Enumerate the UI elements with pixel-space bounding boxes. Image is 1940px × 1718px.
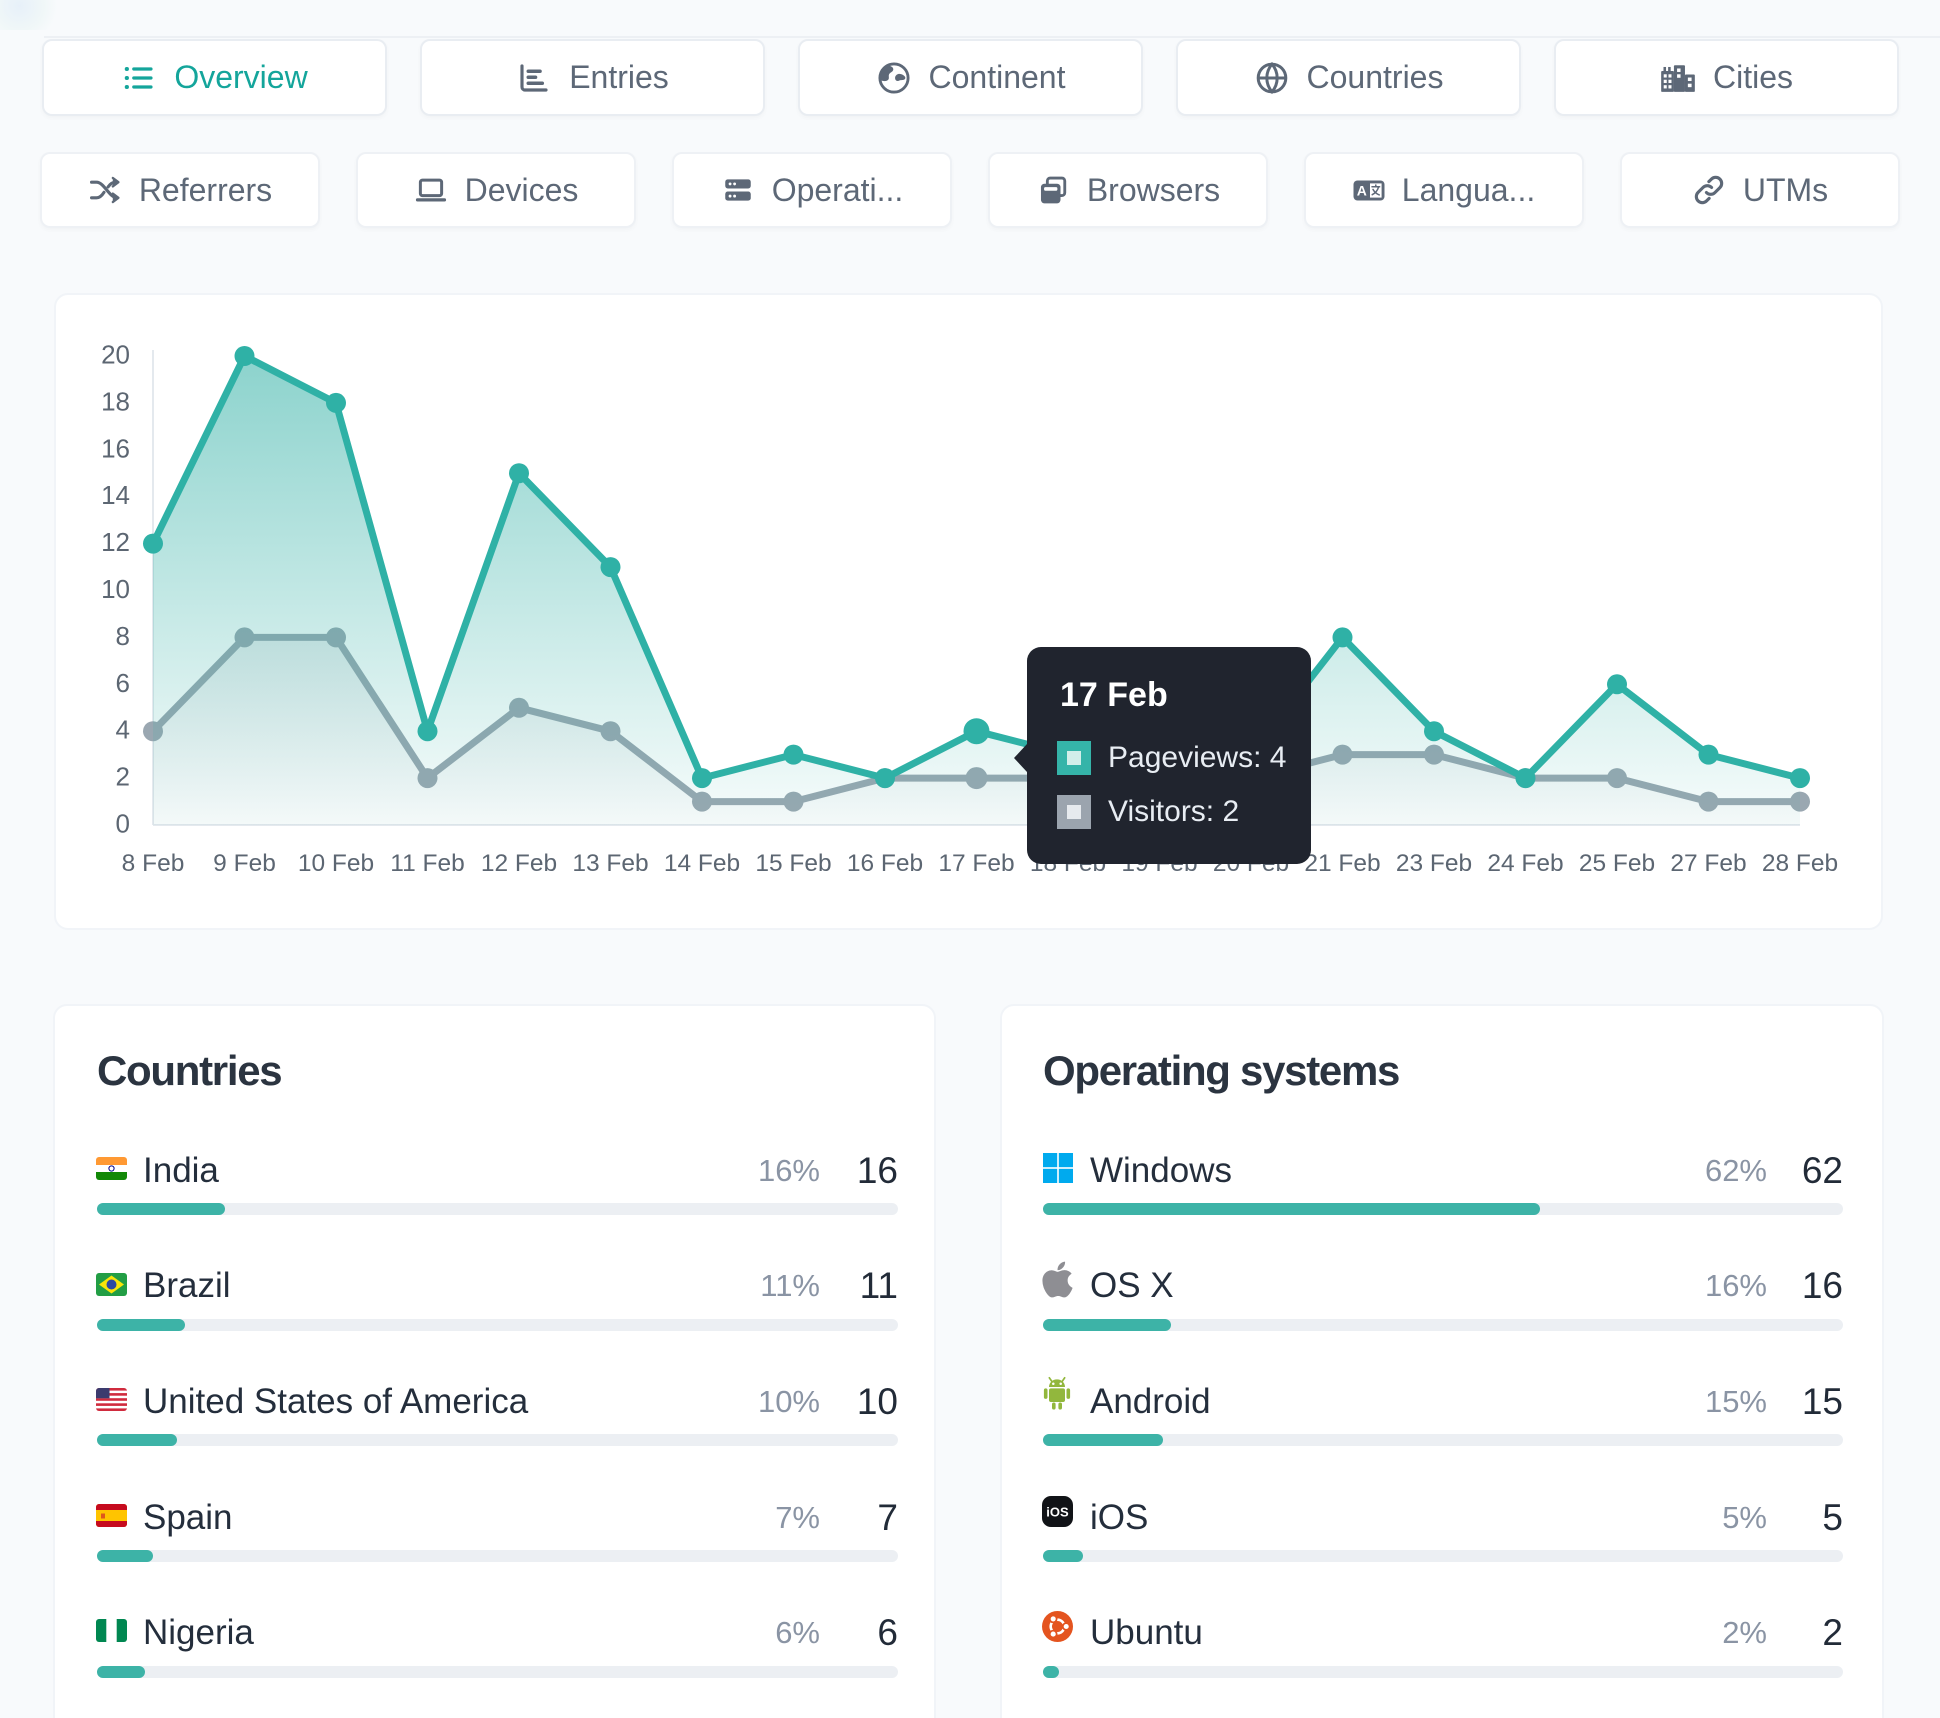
svg-text:13 Feb: 13 Feb bbox=[572, 850, 648, 877]
svg-text:10: 10 bbox=[101, 574, 130, 604]
svg-text:16: 16 bbox=[101, 433, 130, 463]
svg-text:2: 2 bbox=[116, 762, 130, 792]
svg-text:0: 0 bbox=[116, 809, 130, 839]
svg-text:8: 8 bbox=[116, 621, 130, 651]
svg-text:20: 20 bbox=[101, 340, 130, 370]
svg-text:8 Feb: 8 Feb bbox=[122, 850, 185, 877]
svg-text:25 Feb: 25 Feb bbox=[1579, 850, 1655, 877]
svg-text:10 Feb: 10 Feb bbox=[298, 850, 374, 877]
svg-text:A: A bbox=[1357, 182, 1367, 198]
svg-text:28 Feb: 28 Feb bbox=[1762, 850, 1838, 877]
svg-text:27 Feb: 27 Feb bbox=[1670, 850, 1746, 877]
svg-text:14: 14 bbox=[101, 480, 130, 510]
svg-text:17 Feb: 17 Feb bbox=[938, 850, 1014, 877]
svg-text:24 Feb: 24 Feb bbox=[1487, 850, 1563, 877]
svg-text:12: 12 bbox=[101, 527, 130, 557]
svg-text:14 Feb: 14 Feb bbox=[664, 850, 740, 877]
svg-text:12 Feb: 12 Feb bbox=[481, 850, 557, 877]
svg-text:16 Feb: 16 Feb bbox=[847, 850, 923, 877]
svg-text:23 Feb: 23 Feb bbox=[1396, 850, 1472, 877]
svg-text:18: 18 bbox=[101, 386, 130, 416]
svg-text:4: 4 bbox=[116, 715, 130, 745]
svg-text:15 Feb: 15 Feb bbox=[755, 850, 831, 877]
svg-text:9 Feb: 9 Feb bbox=[213, 850, 276, 877]
svg-text:6: 6 bbox=[116, 668, 130, 698]
svg-text:iOS: iOS bbox=[1046, 1505, 1069, 1520]
svg-text:21 Feb: 21 Feb bbox=[1304, 850, 1380, 877]
svg-text:11 Feb: 11 Feb bbox=[390, 850, 464, 877]
